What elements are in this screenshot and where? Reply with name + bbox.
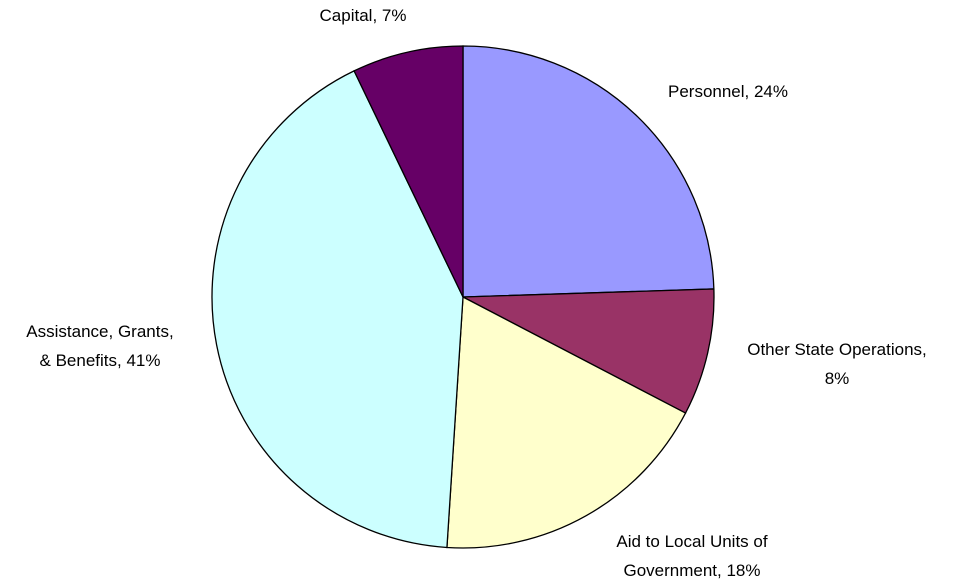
label-line: Personnel, 24% <box>668 82 788 101</box>
label-line: Capital, 7% <box>320 6 407 25</box>
label-line: Other State Operations, <box>747 340 927 359</box>
slice-label: Capital, 7% <box>320 6 407 25</box>
pie-slice <box>462 45 715 298</box>
slice-label: Other State Operations, 8% <box>747 340 927 388</box>
slice-label: Assistance, Grants, & Benefits, 41% <box>26 322 173 370</box>
label-line: Assistance, Grants, <box>26 322 173 341</box>
pie-slice <box>353 45 464 298</box>
slice-label: Aid to Local Units of Government, 18% <box>616 532 767 580</box>
label-line: & Benefits, 41% <box>40 351 161 370</box>
pie-slice <box>460 288 715 414</box>
label-line: 8% <box>825 369 850 388</box>
label-line: Government, 18% <box>623 561 760 580</box>
pie-slice <box>446 295 687 549</box>
pie-slice <box>211 69 464 549</box>
label-line: Aid to Local Units of <box>616 532 767 551</box>
slice-label: Personnel, 24% <box>668 82 788 101</box>
